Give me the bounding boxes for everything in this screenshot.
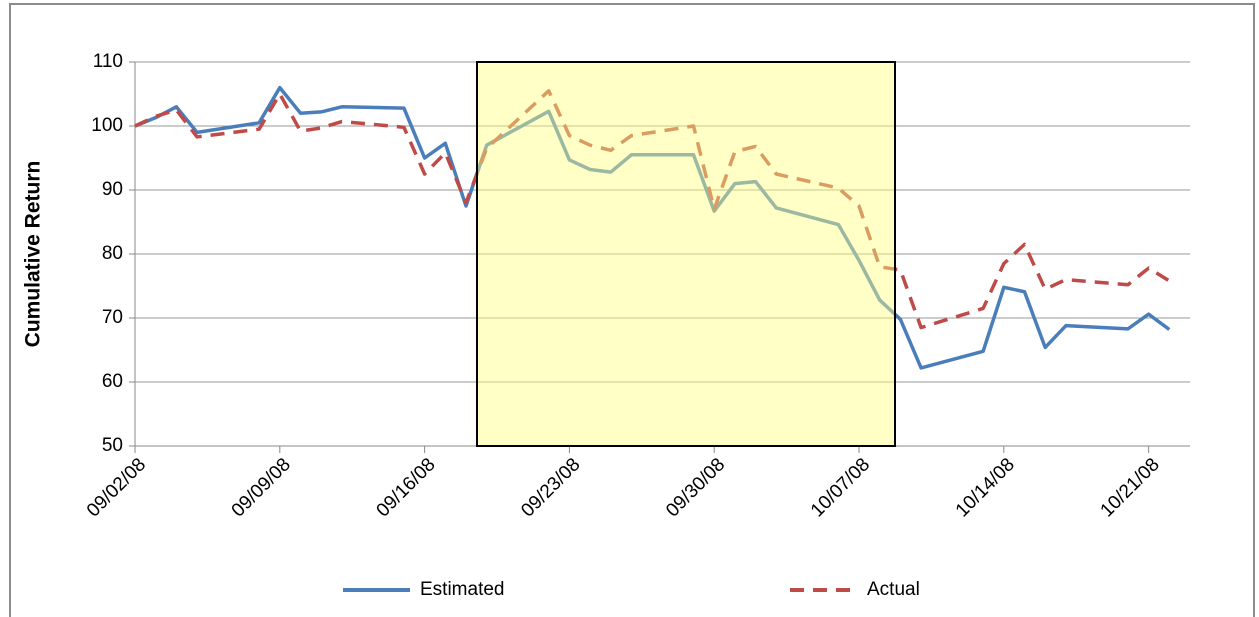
y-tick-label: 110 — [93, 51, 123, 72]
legend-label: Estimated — [420, 579, 504, 600]
series-line — [134, 85, 1171, 370]
y-tick-label: 50 — [102, 435, 123, 456]
y-tick-label: 60 — [102, 371, 123, 392]
y-tick-label: 90 — [102, 179, 123, 200]
y-axis-title: Cumulative Return — [22, 161, 45, 348]
series-line — [134, 89, 1171, 330]
y-tick-label: 80 — [102, 243, 123, 264]
legend-label: Actual — [867, 579, 920, 600]
y-tick-label: 70 — [102, 307, 123, 328]
frame — [9, 3, 1255, 617]
y-tick-label: 100 — [91, 115, 123, 136]
highlight-box — [476, 61, 896, 447]
